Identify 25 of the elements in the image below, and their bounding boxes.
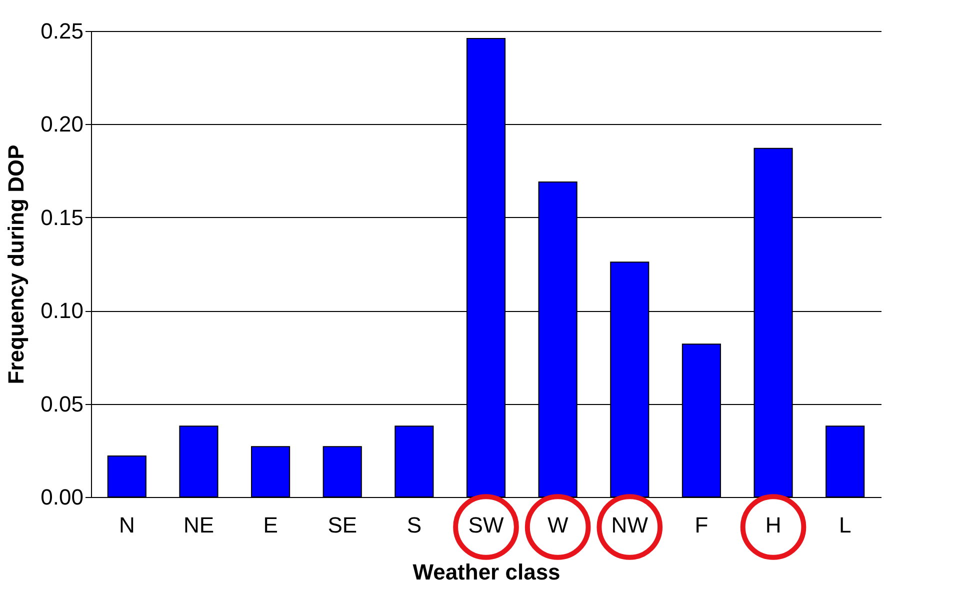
x-tick-label: NW [611, 512, 648, 538]
y-tick-label: 0.25 [40, 18, 84, 44]
x-tick-label: W [547, 512, 568, 538]
x-tick-label: E [263, 512, 278, 538]
x-tick-label: F [694, 512, 708, 538]
x-tick-label: N [118, 512, 135, 538]
bar [107, 455, 146, 498]
x-tick-label: NE [183, 512, 214, 538]
x-tick-label: SE [328, 512, 358, 538]
x-tick-label: H [765, 512, 782, 538]
y-tick-label: 0.15 [40, 204, 84, 230]
bar [251, 446, 290, 498]
bar [322, 446, 362, 498]
x-tick-label: L [838, 512, 852, 538]
x-tick-label: SW [468, 512, 504, 538]
y-tick-label: 0.20 [40, 112, 84, 137]
y-tick-label: 0.05 [40, 391, 84, 416]
y-axis-title: Frequency during DOP [4, 144, 29, 384]
bar [179, 426, 218, 498]
bar [826, 426, 865, 498]
y-tick-label: 0.10 [40, 298, 84, 324]
x-axis-title: Weather class [412, 560, 560, 584]
y-tick-label: 0.00 [40, 484, 84, 510]
bar [394, 426, 434, 498]
x-tick-label: S [406, 512, 422, 538]
